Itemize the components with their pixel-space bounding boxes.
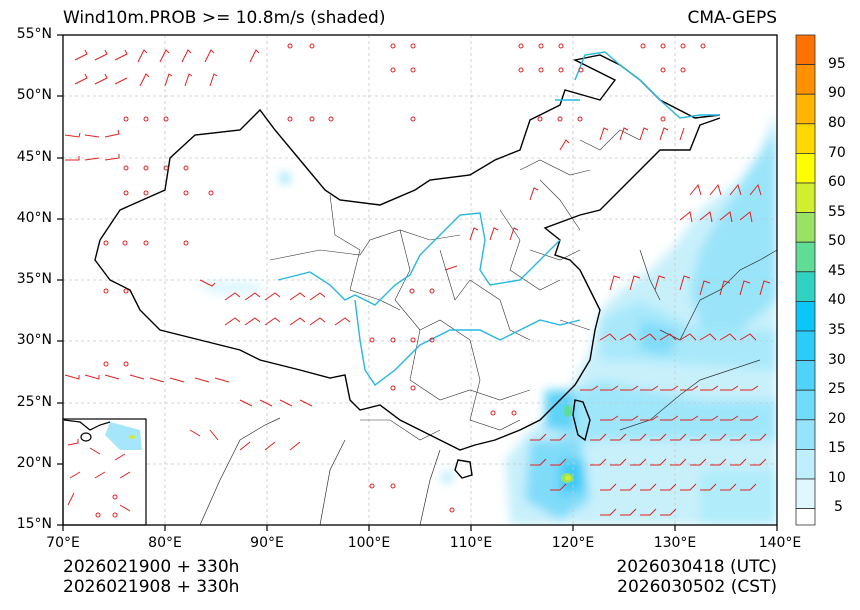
x-tick-label: 100°E (347, 535, 391, 551)
x-tick-label: 130°E (653, 535, 697, 551)
colorbar-label: 15 (828, 440, 846, 456)
colorbar-label: 10 (828, 470, 846, 486)
x-tick-label: 80°E (148, 535, 182, 551)
x-tick-label: 120°E (551, 535, 595, 551)
colorbar-label: 25 (828, 381, 846, 397)
x-tick-label: 140°E (758, 535, 802, 551)
x-tick-label: 90°E (250, 535, 284, 551)
gridlines (63, 35, 777, 525)
y-tick-label: 25°N (16, 394, 52, 410)
init-time-cst: 2026021908 + 330h (63, 577, 240, 597)
south-china-sea-inset (62, 418, 147, 526)
colorbar-label: 50 (828, 233, 846, 249)
y-tick-label: 30°N (16, 332, 52, 348)
colorbar-label: 95 (828, 56, 846, 72)
colorbar-label: 5 (834, 499, 843, 515)
y-tick-label: 55°N (16, 26, 52, 42)
y-tick-label: 20°N (16, 455, 52, 471)
chart-title: Wind10m.PROB >= 10.8m/s (shaded) (63, 8, 386, 28)
barbs-sea (530, 183, 771, 516)
y-tick-label: 15°N (16, 516, 52, 532)
wind-barbs (64, 43, 771, 518)
y-tick-label: 40°N (16, 210, 52, 226)
colorbar-label: 45 (828, 263, 846, 279)
init-time-utc: 2026021900 + 330h (63, 557, 240, 577)
colorbar-label: 80 (828, 115, 846, 131)
colorbar-label: 55 (828, 204, 846, 220)
colorbar-label: 70 (828, 145, 846, 161)
y-tick-label: 45°N (16, 149, 52, 165)
valid-time-block: 2026030418 (UTC) 2026030502 (CST) (616, 557, 777, 597)
x-tick-label: 110°E (449, 535, 493, 551)
y-tick-label: 50°N (16, 87, 52, 103)
x-tick-label: 70°E (46, 535, 80, 551)
y-tick-label: 35°N (16, 271, 52, 287)
barbs-land (64, 49, 685, 451)
colorbar-label: 20 (828, 411, 846, 427)
colorbar-label: 30 (828, 352, 846, 368)
colorbar-label: 60 (828, 174, 846, 190)
valid-time-utc: 2026030418 (UTC) (616, 557, 777, 577)
valid-time-cst: 2026030502 (CST) (617, 577, 777, 597)
country-borders (94, 54, 721, 479)
colorbar-label: 90 (828, 85, 846, 101)
axis-ticks (57, 34, 778, 531)
init-time-block: 2026021900 + 330h 2026021908 + 330h (63, 557, 239, 597)
colorbar-label: 35 (828, 322, 846, 338)
model-source-label: CMA-GEPS (687, 8, 777, 28)
colorbar (795, 34, 816, 526)
rivers (277, 51, 720, 387)
colorbar-label: 40 (828, 292, 846, 308)
